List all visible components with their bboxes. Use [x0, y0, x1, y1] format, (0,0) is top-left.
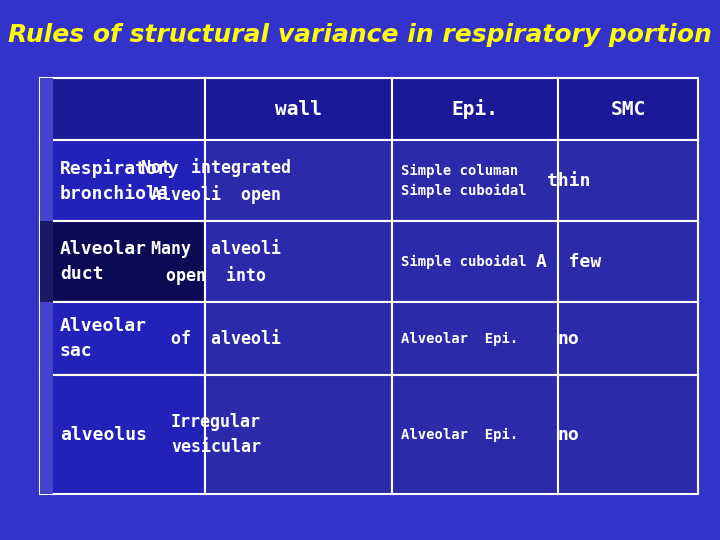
Text: Alveolar
duct: Alveolar duct — [60, 240, 147, 284]
Bar — [392, 375, 558, 494]
Bar — [558, 375, 698, 494]
Bar — [40, 375, 53, 494]
Bar — [40, 302, 53, 375]
Bar — [40, 140, 53, 221]
Text: Respiratory
bronchiole: Respiratory bronchiole — [60, 159, 179, 203]
Text: Many  alveoli
open  into: Many alveoli open into — [151, 239, 281, 285]
Text: A  few: A few — [536, 253, 601, 271]
Bar — [40, 221, 53, 302]
Text: Simple columan
Simple cuboidal: Simple columan Simple cuboidal — [401, 164, 526, 198]
Bar — [205, 375, 392, 494]
Bar — [558, 78, 698, 140]
Bar — [392, 302, 558, 375]
Bar — [558, 221, 698, 302]
Bar — [558, 302, 698, 375]
Text: Rules of structural variance in respiratory portion: Rules of structural variance in respirat… — [8, 23, 712, 47]
Text: thin: thin — [547, 172, 590, 190]
Bar — [205, 140, 392, 221]
Text: Alveolar  Epi.: Alveolar Epi. — [401, 332, 518, 346]
Text: no: no — [558, 330, 580, 348]
Bar — [40, 375, 205, 494]
Text: no: no — [558, 426, 580, 444]
Text: alveolus: alveolus — [60, 426, 147, 444]
Bar — [40, 221, 205, 302]
Bar — [205, 302, 392, 375]
Text: Alveolar  Epi.: Alveolar Epi. — [401, 428, 518, 442]
Text: Irregular
vesicular: Irregular vesicular — [171, 413, 261, 456]
Text: Simple cuboidal: Simple cuboidal — [401, 255, 526, 269]
Text: Epi.: Epi. — [451, 99, 499, 119]
Text: Alveolar
sac: Alveolar sac — [60, 318, 147, 360]
Bar — [392, 221, 558, 302]
Text: wall: wall — [275, 100, 323, 119]
Bar — [205, 78, 392, 140]
Text: SMC: SMC — [611, 100, 646, 119]
Bar — [392, 78, 558, 140]
Text: Not  integrated
Alveoli  open: Not integrated Alveoli open — [141, 158, 291, 204]
Bar — [40, 78, 53, 140]
Bar — [40, 78, 205, 140]
Bar — [40, 302, 205, 375]
Text: of  alveoli: of alveoli — [151, 330, 281, 348]
Bar — [392, 140, 558, 221]
Bar — [40, 140, 205, 221]
Bar — [205, 221, 392, 302]
Bar — [558, 140, 698, 221]
